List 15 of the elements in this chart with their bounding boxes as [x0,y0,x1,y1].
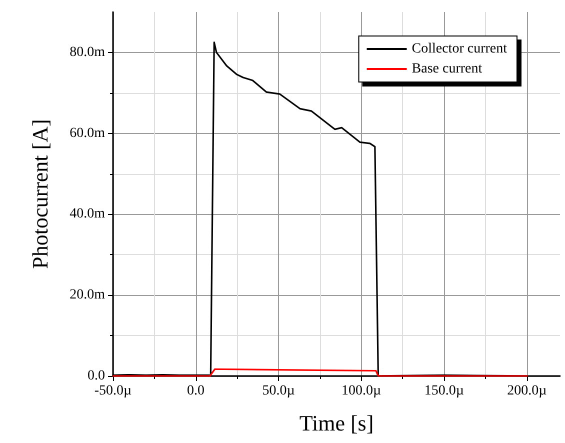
x-tick-label: 200.0µ [507,384,547,398]
x-tick-label: 100.0µ [342,384,382,398]
y-tick-label: 0.0 [88,368,105,384]
x-tick-label: 0.0 [187,384,205,398]
x-axis-title: Time [s] [299,410,374,436]
y-tick-label: 60.0m [70,126,106,141]
legend-label: Collector current [412,42,508,56]
y-tick-label: 80.0m [70,44,106,60]
legend-label: Base current [412,62,482,76]
y-axis-title: Photocurrent [A] [28,119,52,269]
x-tick-label: -50.0µ [94,384,132,398]
x-tick-label: 150.0µ [424,384,464,398]
y-tick-label: 40.0m [70,206,106,222]
x-tick-label: 50.0µ [262,384,295,398]
y-tick-label: 20.0m [70,288,106,303]
